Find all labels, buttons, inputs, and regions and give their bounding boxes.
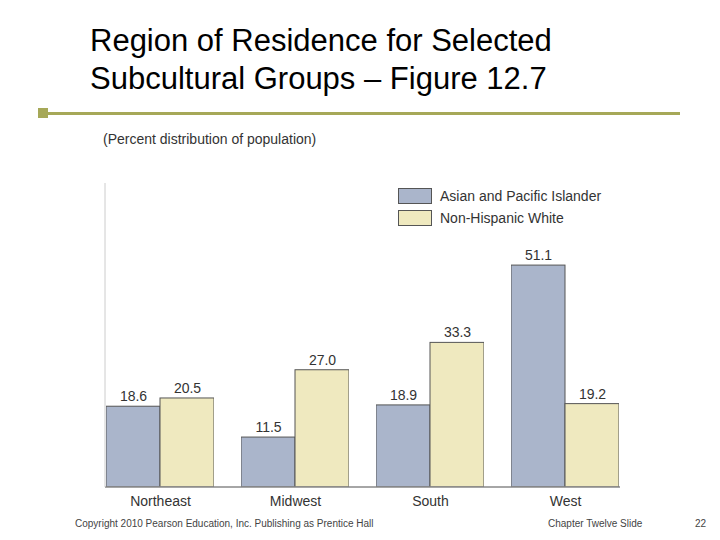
svg-text:20.5: 20.5 [174,380,201,396]
html-text:Chapter Twelve Slide: Chapter Twelve Slide [548,518,643,529]
svg-text:South: South [412,493,449,509]
svg-text:18.9: 18.9 [390,387,417,403]
svg-text:West: West [550,493,582,509]
html-text:Asian and Pacific Islander: Asian and Pacific Islander [440,188,602,204]
svg-text:Northeast: Northeast [130,493,191,509]
svg-text:51.1: 51.1 [525,247,552,263]
svg-text:11.5: 11.5 [255,419,281,435]
svg-text:18.6: 18.6 [120,388,147,404]
html-text:22: 22 [695,518,707,529]
html-text:Copyright 2010 Pearson Educati: Copyright 2010 Pearson Education, Inc. P… [75,518,374,529]
svg-text:27.0: 27.0 [309,352,336,368]
svg-text:Midwest: Midwest [270,493,321,509]
html-text:Non-Hispanic White: Non-Hispanic White [440,210,564,226]
svg-text:33.3: 33.3 [444,324,471,340]
html-text:Region of Residence for Select: Region of Residence for Selected Subcult… [90,23,552,96]
svg-text:19.2: 19.2 [579,386,606,402]
html-text:(Percent distribution of popul: (Percent distribution of population) [103,131,317,147]
